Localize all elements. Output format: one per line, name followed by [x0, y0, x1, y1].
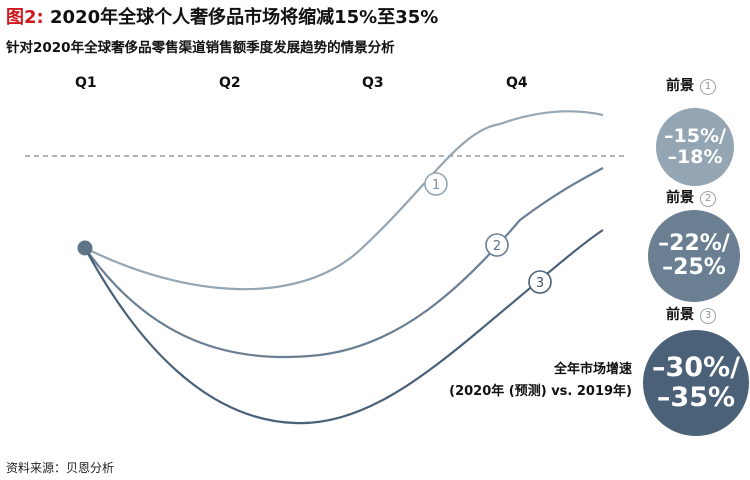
growth-label-line2: (2020年 (预测) vs. 2019年) [449, 384, 632, 399]
series-line-1 [84, 110, 604, 291]
scenario-label-1: 前景 1 [666, 75, 716, 95]
scenario-bubble-2: –22%/ –25% [648, 210, 740, 302]
scenario-range-1a: –15%/ [664, 125, 726, 148]
x-tick-q4: Q4 [506, 75, 528, 91]
title-text: 2020年全球个人奢侈品市场将缩减15%至35% [50, 7, 439, 28]
scenario-num-1: 1 [700, 79, 716, 95]
annual-growth-label: 全年市场增速 (2020年 (预测) vs. 2019年) [449, 359, 632, 403]
chart-subtitle: 针对2020年全球奢侈品零售渠道销售额季度发展趋势的情景分析 [6, 40, 395, 56]
x-tick-q3: Q3 [362, 75, 384, 91]
x-tick-q1: Q1 [75, 75, 97, 91]
scenario-range-2a: –22%/ [658, 230, 730, 256]
scenario-bubble-3: –30%/ –35% [643, 330, 749, 436]
scenario-label-2: 前景 2 [666, 187, 716, 207]
scenario-label-3: 前景 3 [666, 304, 716, 324]
series-marker-3: 3 [528, 270, 552, 294]
chart-title: 图2: 2020年全球个人奢侈品市场将缩减15%至35% [6, 3, 438, 29]
scenario-num-2: 2 [700, 191, 716, 207]
x-tick-q2: Q2 [219, 75, 241, 91]
figure-label: 图2: [6, 7, 44, 28]
series-line-2 [84, 167, 604, 359]
series-marker-2: 2 [485, 233, 509, 257]
scenario-range-2b: –25% [662, 255, 726, 280]
source-note: 资料来源：贝恩分析 [6, 461, 115, 475]
svg-text:3: 3 [536, 276, 544, 291]
svg-text:1: 1 [432, 178, 440, 193]
svg-text:2: 2 [493, 239, 501, 254]
scenario-bubble-1: –15%/ –18% [656, 108, 734, 186]
start-point [77, 240, 93, 256]
scenario-range-3b: –35% [656, 382, 736, 413]
scenario-range-3a: –30%/ [652, 352, 740, 384]
growth-label-line1: 全年市场增速 [553, 362, 632, 377]
scenario-range-1b: –18% [667, 146, 723, 168]
scenario-num-3: 3 [700, 308, 716, 324]
series-marker-1: 1 [424, 172, 448, 196]
